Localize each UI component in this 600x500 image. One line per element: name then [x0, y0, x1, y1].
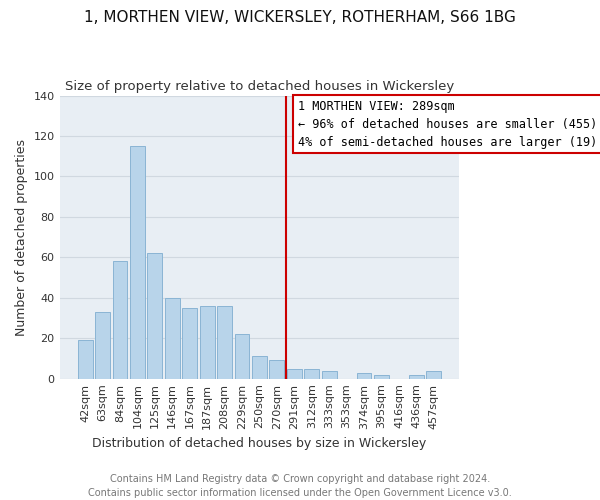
Bar	[217, 306, 232, 378]
Bar	[374, 374, 389, 378]
Text: 1 MORTHEN VIEW: 289sqm
← 96% of detached houses are smaller (455)
4% of semi-det: 1 MORTHEN VIEW: 289sqm ← 96% of detached…	[298, 100, 600, 148]
Bar	[269, 360, 284, 378]
Bar	[427, 370, 441, 378]
Bar	[409, 374, 424, 378]
Bar	[78, 340, 92, 378]
Bar	[113, 262, 127, 378]
Bar	[165, 298, 180, 378]
Bar	[130, 146, 145, 378]
X-axis label: Distribution of detached houses by size in Wickersley: Distribution of detached houses by size …	[92, 437, 427, 450]
Y-axis label: Number of detached properties: Number of detached properties	[15, 138, 28, 336]
Bar	[322, 370, 337, 378]
Bar	[182, 308, 197, 378]
Bar	[200, 306, 215, 378]
Title: Size of property relative to detached houses in Wickersley: Size of property relative to detached ho…	[65, 80, 454, 93]
Bar	[356, 372, 371, 378]
Text: 1, MORTHEN VIEW, WICKERSLEY, ROTHERHAM, S66 1BG: 1, MORTHEN VIEW, WICKERSLEY, ROTHERHAM, …	[84, 10, 516, 25]
Bar	[235, 334, 250, 378]
Bar	[252, 356, 267, 378]
Bar	[148, 254, 162, 378]
Bar	[287, 368, 302, 378]
Bar	[304, 368, 319, 378]
Text: Contains HM Land Registry data © Crown copyright and database right 2024.
Contai: Contains HM Land Registry data © Crown c…	[88, 474, 512, 498]
Bar	[95, 312, 110, 378]
